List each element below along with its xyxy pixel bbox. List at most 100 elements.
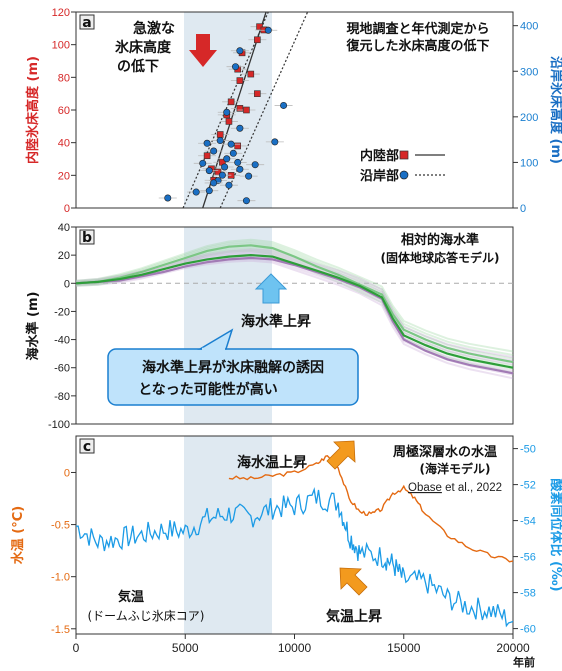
panel-a-annot-line3: の低下 [117,58,159,75]
panel-c-label: c [83,439,91,455]
coast-point [242,197,250,205]
y-tick-label: -52 [520,480,536,492]
panel-b-title-line1: 相対的海水準 [401,232,479,248]
coast-point [223,155,231,163]
y-tick-label: -50 [520,444,536,456]
coast-point [210,179,218,187]
coast-point [234,158,242,166]
purple-ensemble-line [75,259,514,380]
green-ensemble-line [75,246,514,367]
air-temp-line [76,487,514,628]
coast-point [216,137,224,145]
y-tick-label: 20 [58,250,70,262]
coast-point [264,26,272,34]
panel-c-citation: Obase et al., 2022 [408,482,502,494]
x-tick-label: 20000 [496,641,530,655]
up-arrow-icon [254,273,288,304]
green-ensemble-line [75,240,514,356]
y-tick-label: 100 [52,40,70,52]
y-tick-label: 0 [520,203,526,215]
inland-point [254,90,261,97]
y-tick-label: 60 [58,105,70,117]
panel-c-lines [76,455,514,628]
x-tick-label: 0 [73,641,80,655]
y-tick-label: 20 [58,170,70,182]
y-tick-label: 0 [64,203,70,215]
panel-c-annot-air: 気温上昇 [326,608,382,625]
legend-inland-marker [399,150,409,160]
y-tick-label: -58 [520,588,536,600]
coast-point [227,140,235,148]
y-tick-label: -0.5 [51,520,70,532]
coast-point [203,139,211,147]
panel-a-yticks-right: 0 100 200 300 400 [513,21,538,215]
coast-point [164,194,172,202]
y-tick-label: -1.5 [51,624,70,636]
panel-b-annot-rise: 海水準上昇 [241,313,311,330]
legend-coast-marker [399,170,409,180]
panel-a-annot-line2: 氷床高度 [115,39,172,56]
coast-point [229,149,237,157]
coast-point [236,47,244,55]
ocean-temp-line [228,455,514,563]
y-tick-label: -1.0 [51,572,70,584]
inland-point [243,106,250,114]
y-tick-label: 400 [520,21,538,33]
inland-point [236,105,244,112]
sea-level-line-main [75,253,514,369]
panel-a-title-line1: 現地調査と年代測定から [346,21,489,37]
y-tick-label: -100 [48,419,70,431]
coast-point [210,147,218,155]
panel-c-annot-ocean: 海水温上昇 [237,454,307,471]
coast-point [236,165,244,173]
y-tick-label: 80 [58,72,70,84]
coast-point [205,167,213,175]
legend-coast-label: 沿岸部 [360,168,399,184]
coast-point [236,124,244,132]
y-tick-label: 0 [64,278,70,290]
inland-point [216,131,224,138]
panel-a: a 0 20 40 60 80 100 120 0 100 200 300 400 急激な 氷床高度… [25,7,562,215]
citation-rest: et al., 2022 [442,482,502,494]
sea-level-line-upper [75,244,514,364]
coast-point [225,181,233,189]
air-temp-label-line1: 気温 [118,589,144,605]
panel-a-annot-line1: 急激な [133,20,175,37]
y-tick-label: -54 [520,516,536,528]
y-tick-label: 40 [58,138,70,150]
coast-point [218,171,226,179]
y-tick-label: -60 [520,624,536,636]
panel-a-fit-lines [182,11,309,209]
down-arrow-icon [189,34,217,67]
inland-point [236,77,244,84]
panel-c: c 0 -0.5 -1.0 -1.5 -50 -52 -54 -56 -58 -60 0 5000… [10,435,562,669]
citation-name: Obase [408,482,442,494]
inland-point [203,152,211,160]
x-tick-label: 5000 [172,641,199,655]
coast-point [205,187,213,195]
air-warming-arrow-icon [339,567,368,596]
coast-point [280,101,288,109]
green-ensemble-line [75,238,514,353]
air-temp-label-line2: (ドームふじ氷床コア) [87,609,204,623]
y-tick-label: 120 [52,7,70,19]
panel-b-title-line2: (固体地球応答モデル) [381,250,500,265]
y-tick-label: 0 [64,467,70,479]
panel-a-yticks: 0 20 40 60 80 100 120 [52,7,76,215]
panel-b: b 40 20 0 -20 -40 -60 -80 -100 相対的海水準 (固体地球応答モデ… [25,222,514,431]
panel-a-label: a [82,15,91,31]
callout-line1: 海水準上昇が氷床融解の誘因 [142,359,324,376]
y-tick-label: -56 [520,552,536,564]
y-tick-label: -80 [54,391,70,403]
y-tick-label: -20 [54,306,70,318]
panel-a-points [158,23,293,205]
panel-c-yticks: 0 -0.5 -1.0 -1.5 [51,467,76,636]
inland-point [247,70,255,78]
x-axis-ticks: 0 5000 10000 15000 20000 [73,634,530,655]
callout-line2: となった可能性が高い [138,381,278,398]
y-tick-label: -60 [54,363,70,375]
callout-box [107,348,359,406]
inland-point [234,142,241,150]
panel-a-ylabel: 内陸氷床高度 (m) [25,56,41,164]
panel-b-ylabel: 海水準 (m) [25,292,41,361]
